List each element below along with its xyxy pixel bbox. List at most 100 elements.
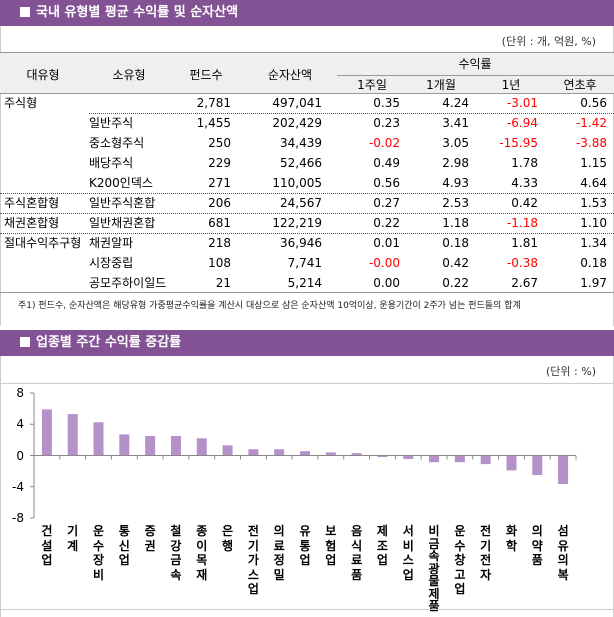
bar bbox=[532, 455, 543, 476]
label-char: 유 bbox=[299, 524, 311, 538]
label-char: 통 bbox=[118, 524, 130, 538]
label-char: 고 bbox=[454, 567, 466, 582]
table-header: 대유형 소유형 펀드수 순자산액 수익률 1주일 1개월 1년 연초후 bbox=[0, 52, 614, 94]
x-tick-label: 운 수 장 비운수장비 bbox=[93, 525, 104, 581]
cell-1y: -1.18 bbox=[506, 216, 538, 230]
cell-count: 229 bbox=[208, 156, 231, 170]
x-tick-label: 운 수 창 고 업운수창고업 bbox=[454, 525, 465, 596]
label-char: 목 bbox=[196, 553, 208, 567]
cell-assets: 122,219 bbox=[272, 216, 322, 230]
panel-border-left bbox=[0, 356, 1, 617]
bar bbox=[222, 445, 233, 456]
cell-1y: -3.01 bbox=[506, 96, 538, 110]
label-char: 약 bbox=[531, 538, 543, 553]
cell-ytd: 0.18 bbox=[580, 256, 607, 270]
cell-assets: 202,429 bbox=[272, 116, 322, 130]
cell-assets: 24,567 bbox=[280, 196, 322, 210]
label-char: 품 bbox=[351, 567, 363, 582]
x-tick-label: 증 권증권 bbox=[145, 525, 156, 552]
cell-1w: 0.22 bbox=[373, 216, 400, 230]
x-tick-label: 제 조 업제조업 bbox=[377, 525, 388, 567]
cell-1m: 0.18 bbox=[442, 236, 469, 250]
y-tick-label: 0 bbox=[16, 448, 24, 463]
y-tick-label: 8 bbox=[16, 386, 24, 400]
label-char: 보 bbox=[325, 524, 337, 538]
bar bbox=[300, 451, 310, 456]
label-char: 제 bbox=[428, 586, 440, 601]
cell-ytd: 1.53 bbox=[580, 196, 607, 210]
header-assets: 순자산액 bbox=[267, 68, 313, 82]
label-char: 화 bbox=[505, 524, 517, 538]
cell-count: 1,455 bbox=[196, 116, 231, 130]
row-divider bbox=[0, 233, 614, 234]
bar bbox=[454, 455, 465, 463]
cell-1w: 0.01 bbox=[373, 236, 400, 250]
label-char: 운 bbox=[454, 524, 466, 538]
section-title-bar: 업종별 주간 수익률 증감률 bbox=[0, 330, 614, 356]
x-tick-label: 은 행은행 bbox=[222, 525, 233, 552]
cell-1w: -0.00 bbox=[368, 256, 400, 270]
x-tick-label: 의 약 품의약품 bbox=[532, 525, 543, 567]
cell-1w: 0.23 bbox=[373, 116, 400, 130]
cell-ytd: 1.34 bbox=[580, 236, 607, 250]
label-char: 가 bbox=[247, 553, 259, 567]
bar bbox=[429, 455, 440, 463]
label-char: 료 bbox=[351, 553, 363, 567]
label-char: 강 bbox=[170, 538, 182, 553]
cell-assets: 7,741 bbox=[287, 256, 322, 270]
y-tick-label: 4 bbox=[16, 417, 24, 432]
label-char: 비 bbox=[92, 567, 105, 582]
label-char: 업 bbox=[325, 553, 337, 567]
cell-count: 21 bbox=[215, 276, 231, 290]
label-char: 유 bbox=[557, 538, 569, 553]
bar bbox=[170, 435, 181, 456]
cell-count: 250 bbox=[208, 136, 231, 150]
cell-1m: 2.98 bbox=[442, 156, 469, 170]
cell-count: 271 bbox=[208, 176, 231, 190]
label-char: 품 bbox=[531, 553, 543, 567]
bar bbox=[248, 449, 259, 456]
label-char: 창 bbox=[454, 553, 466, 567]
row-divider bbox=[89, 113, 614, 114]
cell-1y: -6.94 bbox=[506, 116, 538, 130]
label-char: 스 bbox=[247, 567, 259, 582]
cell-ytd: 4.64 bbox=[580, 176, 607, 190]
unit-label: (단위 : 개, 억원, %) bbox=[501, 35, 596, 48]
header-major: 대유형 bbox=[26, 68, 60, 82]
label-char: 수 bbox=[92, 538, 105, 553]
chart-bottom-border bbox=[0, 609, 614, 610]
x-tick-label: 기 계기계 bbox=[67, 525, 78, 552]
bar bbox=[41, 409, 52, 456]
cell-1w: 0.00 bbox=[373, 276, 400, 290]
cell-1y: -15.95 bbox=[499, 136, 538, 150]
bar bbox=[377, 455, 388, 458]
label-char: 재 bbox=[196, 567, 208, 582]
x-tick-label: 건 설 업건설업 bbox=[41, 525, 52, 567]
cell-count: 206 bbox=[208, 196, 231, 210]
cell-minor: 채권알파 bbox=[89, 236, 134, 250]
bar bbox=[119, 434, 130, 456]
x-tick-label: 섬 유 의 복섬유의복 bbox=[558, 525, 569, 581]
cell-1y: -0.38 bbox=[506, 256, 538, 270]
y-tick-label: -4 bbox=[12, 479, 24, 494]
cell-ytd: 1.10 bbox=[580, 216, 607, 230]
bar bbox=[403, 455, 414, 460]
cell-minor: 일반주식혼합 bbox=[89, 196, 156, 210]
cell-assets: 36,946 bbox=[280, 236, 322, 250]
cell-major: 채권혼합형 bbox=[4, 216, 60, 230]
cell-assets: 5,214 bbox=[287, 276, 322, 290]
square-bullet-icon bbox=[20, 7, 30, 17]
panel-border-left bbox=[0, 26, 1, 326]
header-1m: 1개월 bbox=[426, 78, 456, 92]
label-char: 섬 bbox=[557, 524, 569, 538]
bar bbox=[67, 414, 78, 456]
label-char: 금 bbox=[428, 536, 440, 551]
label-char: 설 bbox=[41, 538, 53, 553]
label-char: 료 bbox=[273, 538, 285, 553]
header-1y: 1년 bbox=[501, 78, 521, 92]
cell-ytd: 1.97 bbox=[580, 276, 607, 290]
row-divider bbox=[0, 213, 614, 214]
header-count: 펀드수 bbox=[189, 68, 223, 82]
